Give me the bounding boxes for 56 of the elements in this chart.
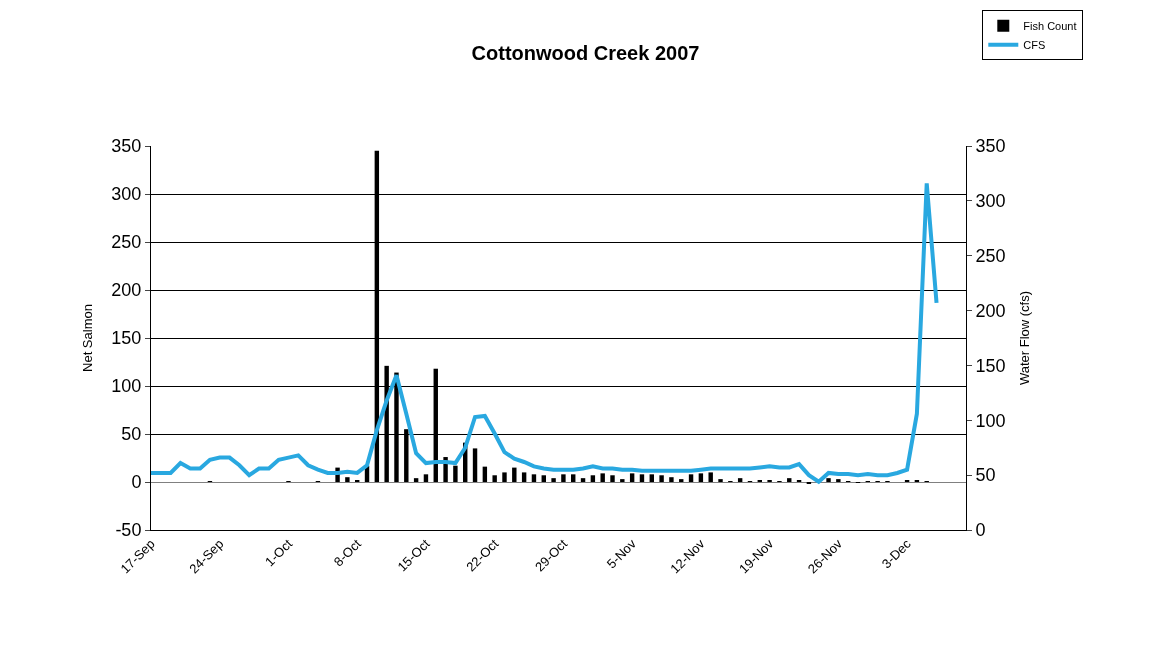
bar bbox=[659, 475, 664, 482]
bar bbox=[551, 478, 556, 482]
bar bbox=[571, 474, 576, 482]
y2-axis-title: Water Flow (cfs) bbox=[1017, 290, 1033, 386]
bar bbox=[826, 478, 831, 482]
bar bbox=[512, 467, 517, 482]
bar bbox=[679, 479, 684, 482]
y-tick-label: 300 bbox=[111, 184, 142, 205]
y-tick-label: 200 bbox=[111, 280, 142, 301]
bar bbox=[718, 479, 723, 482]
bar bbox=[561, 474, 566, 482]
bar bbox=[698, 473, 704, 482]
bar bbox=[541, 475, 546, 482]
bar bbox=[492, 475, 497, 482]
bar bbox=[423, 474, 429, 482]
bar bbox=[590, 475, 596, 482]
y2-tick-label: 300 bbox=[975, 191, 1006, 212]
bar bbox=[531, 474, 537, 482]
legend-label: Fish Count bbox=[1023, 20, 1077, 33]
y-tick-label: 100 bbox=[111, 376, 142, 397]
bar bbox=[708, 472, 713, 482]
bar bbox=[639, 474, 645, 482]
bar bbox=[521, 472, 527, 482]
y2-tick-label: 50 bbox=[975, 465, 996, 486]
y-tick-label: 350 bbox=[111, 136, 142, 157]
bar bbox=[629, 473, 635, 482]
legend-label: CFS bbox=[1023, 39, 1046, 52]
y2-tick-label: 250 bbox=[975, 246, 1006, 267]
bar bbox=[345, 477, 350, 482]
y-axis-title: Net Salmon bbox=[80, 304, 96, 372]
chart-title: Cottonwood Creek 2007 bbox=[471, 41, 700, 64]
y2-tick-label: 350 bbox=[975, 136, 1006, 157]
bar bbox=[688, 474, 694, 482]
bar bbox=[737, 478, 743, 482]
y2-tick-label: 100 bbox=[975, 410, 1006, 431]
bar bbox=[620, 479, 625, 482]
bar bbox=[413, 478, 419, 482]
bar bbox=[649, 474, 654, 482]
bar bbox=[610, 475, 615, 482]
bar bbox=[472, 448, 478, 482]
y-tick-label: 150 bbox=[111, 328, 142, 349]
y-tick-label: 0 bbox=[131, 472, 142, 493]
y-tick-label: -50 bbox=[115, 520, 142, 541]
bar bbox=[836, 479, 841, 482]
y-tick-label: 250 bbox=[111, 232, 142, 253]
bar bbox=[600, 473, 605, 482]
y2-tick-label: 150 bbox=[975, 355, 1006, 376]
bar bbox=[502, 472, 507, 482]
bar bbox=[787, 478, 792, 482]
bar bbox=[453, 465, 458, 482]
bar bbox=[580, 478, 586, 482]
y2-tick-label: 0 bbox=[975, 520, 986, 541]
y2-tick-label: 200 bbox=[975, 300, 1006, 321]
y-tick-label: 50 bbox=[121, 424, 142, 445]
line-series bbox=[151, 181, 939, 484]
bar bbox=[669, 477, 674, 482]
